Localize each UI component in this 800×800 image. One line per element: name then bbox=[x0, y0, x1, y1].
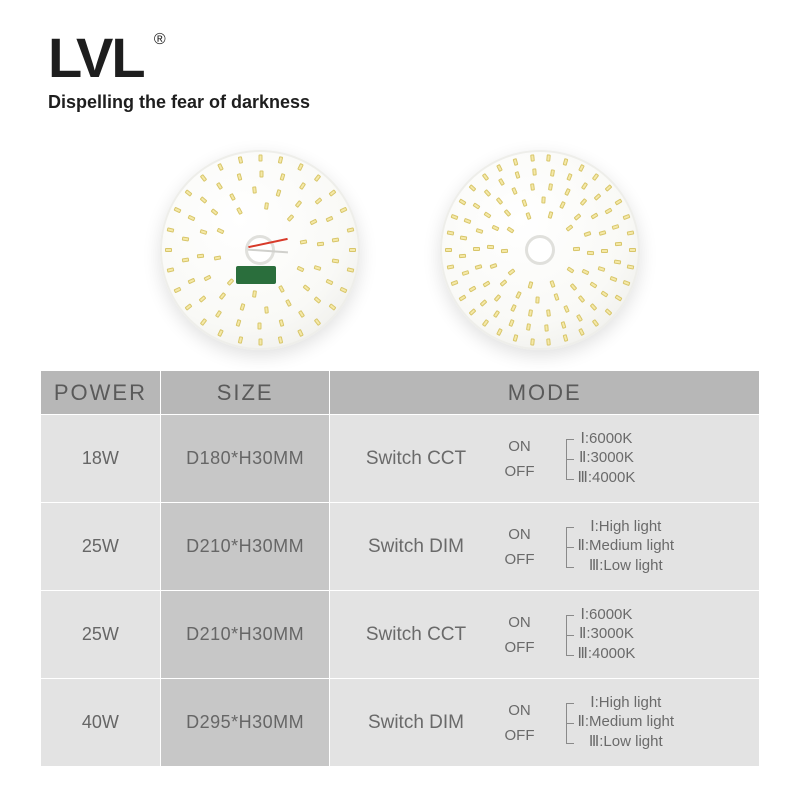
brand-logo: LVL ® bbox=[48, 30, 144, 86]
level-1: Ⅰ:High light bbox=[577, 695, 674, 712]
cell-power: 18W bbox=[41, 415, 161, 503]
mode-levels: Ⅰ:6000K Ⅱ:3000K Ⅲ:4000K bbox=[577, 431, 635, 487]
level-3: Ⅲ:4000K bbox=[577, 646, 635, 663]
table-row: 25WD210*H30MM Switch DIMON OFF Ⅰ:High light… bbox=[41, 503, 760, 591]
label-off: OFF bbox=[483, 551, 555, 568]
cell-size: D295*H30MM bbox=[160, 679, 330, 767]
label-off: OFF bbox=[483, 727, 555, 744]
cell-power: 25W bbox=[41, 503, 161, 591]
switch-labels: ON OFF bbox=[483, 702, 555, 744]
label-off: OFF bbox=[483, 463, 555, 480]
cell-power: 40W bbox=[41, 679, 161, 767]
label-on: ON bbox=[483, 526, 555, 543]
switch-labels: ON OFF bbox=[483, 526, 555, 568]
label-on: ON bbox=[483, 438, 555, 455]
led-module-left bbox=[160, 150, 360, 350]
label-off: OFF bbox=[483, 639, 555, 656]
switch-graphic-icon bbox=[555, 523, 577, 571]
level-2: Ⅱ:3000K bbox=[577, 450, 635, 467]
switch-labels: ON OFF bbox=[483, 438, 555, 480]
mode-label: Switch CCT bbox=[348, 624, 483, 646]
mode-levels: Ⅰ:High light Ⅱ:Medium light Ⅲ:Low light bbox=[577, 695, 674, 751]
mode-label: Switch DIM bbox=[348, 536, 483, 558]
driver-chip bbox=[236, 266, 276, 284]
level-1: Ⅰ:High light bbox=[577, 519, 674, 536]
cell-mode: Switch CCTON OFF Ⅰ:6000K Ⅱ:3000K Ⅲ:4000K bbox=[330, 415, 760, 503]
mode-label: Switch CCT bbox=[348, 448, 483, 470]
cell-power: 25W bbox=[41, 591, 161, 679]
header-mode: MODE bbox=[330, 371, 760, 415]
switch-graphic-icon bbox=[555, 435, 577, 483]
cell-mode: Switch CCTON OFF Ⅰ:6000K Ⅱ:3000K Ⅲ:4000K bbox=[330, 591, 760, 679]
table-row: 25WD210*H30MM Switch CCTON OFF Ⅰ:6000K Ⅱ:300… bbox=[41, 591, 760, 679]
cell-size: D180*H30MM bbox=[160, 415, 330, 503]
switch-graphic-icon bbox=[555, 699, 577, 747]
center-hole-icon bbox=[525, 235, 555, 265]
level-1: Ⅰ:6000K bbox=[577, 607, 635, 624]
cell-size: D210*H30MM bbox=[160, 591, 330, 679]
cell-mode: Switch DIMON OFF Ⅰ:High light Ⅱ:Medium ligh… bbox=[330, 503, 760, 591]
level-3: Ⅲ:Low light bbox=[577, 734, 674, 751]
header-size: SIZE bbox=[160, 371, 330, 415]
mode-label: Switch DIM bbox=[348, 712, 483, 734]
level-2: Ⅱ:3000K bbox=[577, 626, 635, 643]
cell-mode: Switch DIMON OFF Ⅰ:High light Ⅱ:Medium ligh… bbox=[330, 679, 760, 767]
switch-labels: ON OFF bbox=[483, 614, 555, 656]
level-3: Ⅲ:4000K bbox=[577, 470, 635, 487]
product-images bbox=[0, 140, 800, 360]
brand-header: LVL ® Dispelling the fear of darkness bbox=[48, 30, 310, 113]
header-power: POWER bbox=[41, 371, 161, 415]
registered-mark: ® bbox=[154, 32, 164, 48]
table-row: 18WD180*H30MM Switch CCTON OFF Ⅰ:6000K Ⅱ:300… bbox=[41, 415, 760, 503]
level-3: Ⅲ:Low light bbox=[577, 558, 674, 575]
table-header-row: POWER SIZE MODE bbox=[41, 371, 760, 415]
brand-tagline: Dispelling the fear of darkness bbox=[48, 92, 310, 113]
level-1: Ⅰ:6000K bbox=[577, 431, 635, 448]
mode-levels: Ⅰ:6000K Ⅱ:3000K Ⅲ:4000K bbox=[577, 607, 635, 663]
led-module-right bbox=[440, 150, 640, 350]
table-row: 40WD295*H30MM Switch DIMON OFF Ⅰ:High light… bbox=[41, 679, 760, 767]
level-2: Ⅱ:Medium light bbox=[577, 714, 674, 731]
mode-levels: Ⅰ:High light Ⅱ:Medium light Ⅲ:Low light bbox=[577, 519, 674, 575]
spec-table: POWER SIZE MODE 18WD180*H30MMSwitch CCTO… bbox=[40, 370, 760, 767]
label-on: ON bbox=[483, 614, 555, 631]
level-2: Ⅱ:Medium light bbox=[577, 538, 674, 555]
switch-graphic-icon bbox=[555, 611, 577, 659]
brand-name: LVL bbox=[48, 26, 144, 89]
label-on: ON bbox=[483, 702, 555, 719]
cell-size: D210*H30MM bbox=[160, 503, 330, 591]
